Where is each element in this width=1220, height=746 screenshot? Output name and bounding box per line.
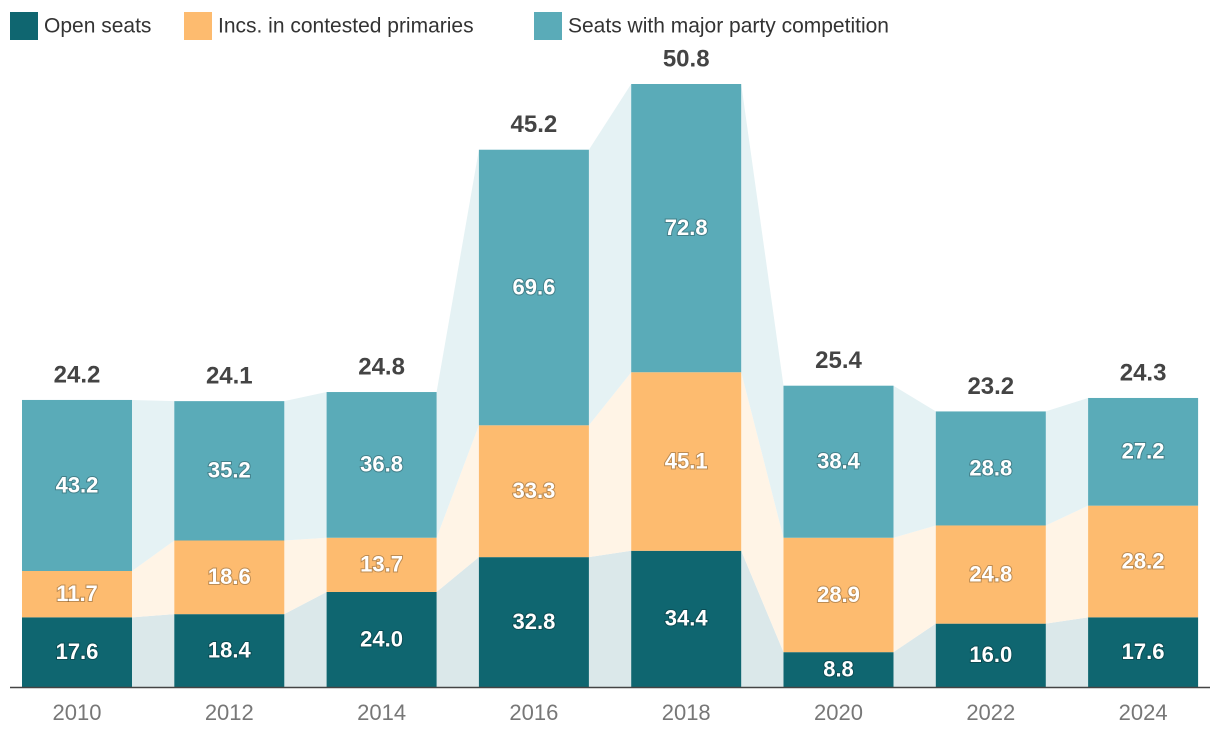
legend-swatch [534, 12, 562, 40]
total-label: 23.2 [967, 373, 1014, 400]
flow-band [741, 84, 784, 538]
total-label: 24.8 [358, 353, 405, 380]
segment-label: 18.4 [208, 637, 252, 662]
x-tick-label: 2016 [509, 700, 558, 725]
segment-label: 11.7 [56, 581, 98, 606]
x-tick-label: 2020 [814, 700, 863, 725]
x-tick-label: 2024 [1119, 700, 1168, 725]
bar-segment [631, 84, 742, 373]
flow-band [741, 550, 784, 687]
flow-band [284, 591, 327, 687]
bar-segment [326, 537, 437, 592]
bar-segment [935, 623, 1046, 687]
legend-label: Incs. in contested primaries [218, 15, 474, 38]
total-label: 25.4 [815, 347, 862, 374]
segment-label: 72.8 [665, 215, 708, 240]
bar-segment [326, 591, 437, 687]
flow-band [132, 540, 175, 618]
flow-band [284, 537, 327, 615]
segment-label: 8.8 [823, 656, 854, 681]
bar-segment [478, 149, 589, 426]
bar-segment [174, 540, 285, 615]
x-tick-label: 2012 [205, 700, 254, 725]
flow-band [284, 392, 327, 541]
flow-band [588, 372, 632, 558]
bar-segment [22, 617, 132, 687]
bands [132, 84, 1089, 687]
flow-band [1045, 617, 1089, 687]
x-tick-label: 2010 [53, 700, 102, 725]
flow-band [588, 84, 632, 426]
bar-segment [174, 401, 285, 541]
flow-band [436, 425, 479, 592]
segment-label: 24.0 [360, 626, 403, 651]
segment-label: 17.6 [1122, 639, 1165, 664]
bar-segment [174, 614, 285, 687]
bar-segment [783, 385, 894, 538]
x-tick-label: 2014 [357, 700, 406, 725]
bar-segment [631, 372, 742, 551]
bar-segment [783, 537, 894, 653]
total-label: 45.2 [511, 111, 558, 138]
total-label: 24.1 [206, 362, 253, 389]
segment-label: 28.9 [817, 582, 860, 607]
flow-band [436, 149, 479, 538]
segment-label: 32.8 [512, 609, 555, 634]
bars: 17.6 11.7 43.2 18.4 18.6 35.2 24.0 13.7 36.8 32.8… [22, 84, 1199, 687]
segment-label: 36.8 [360, 452, 403, 477]
bar-segment [1088, 505, 1199, 618]
bar-segment [22, 399, 132, 571]
segment-label: 13.7 [360, 552, 403, 577]
segment-label: 16.0 [969, 642, 1012, 667]
bar-segment [478, 557, 589, 687]
flow-band [132, 614, 175, 687]
flow-band [893, 385, 936, 538]
total-label: 24.2 [54, 361, 101, 388]
bar-segment [935, 525, 1046, 624]
flow-band [132, 399, 175, 571]
legend-swatch [10, 12, 38, 40]
segment-label: 45.1 [665, 448, 708, 473]
segment-label: 27.2 [1122, 439, 1165, 464]
segment-label: 24.8 [969, 561, 1012, 586]
bar-segment [935, 411, 1046, 526]
flow-band [1045, 505, 1089, 624]
segment-label: 34.4 [665, 606, 709, 631]
bar-segment [1088, 617, 1199, 687]
flow-band [588, 550, 632, 687]
bar-segment [326, 392, 437, 538]
segment-label: 38.4 [817, 449, 861, 474]
segment-label: 18.6 [208, 564, 251, 589]
legend-label: Seats with major party competition [568, 15, 889, 38]
bar-segment [783, 652, 894, 687]
total-label: 50.8 [663, 45, 710, 72]
legend-swatch [184, 12, 212, 40]
x-tick-label: 2022 [966, 700, 1015, 725]
total-label: 24.3 [1120, 359, 1167, 386]
flow-band [893, 623, 936, 687]
legend-label: Open seats [44, 15, 151, 38]
segment-label: 43.2 [56, 472, 99, 497]
flow-band [1045, 397, 1089, 526]
bar-segment [1088, 397, 1199, 506]
bar-segment [631, 550, 742, 687]
bar-segment [478, 425, 589, 558]
segment-label: 28.2 [1122, 548, 1165, 573]
flow-band [893, 525, 936, 653]
x-tick-label: 2018 [662, 700, 711, 725]
segment-label: 69.6 [512, 274, 555, 299]
segment-label: 35.2 [208, 458, 251, 483]
segment-label: 17.6 [56, 639, 99, 664]
bar-segment [22, 570, 132, 618]
segment-label: 28.8 [969, 455, 1012, 480]
segment-label: 33.3 [512, 478, 555, 503]
flow-band [741, 372, 784, 653]
flow-band [436, 557, 479, 687]
